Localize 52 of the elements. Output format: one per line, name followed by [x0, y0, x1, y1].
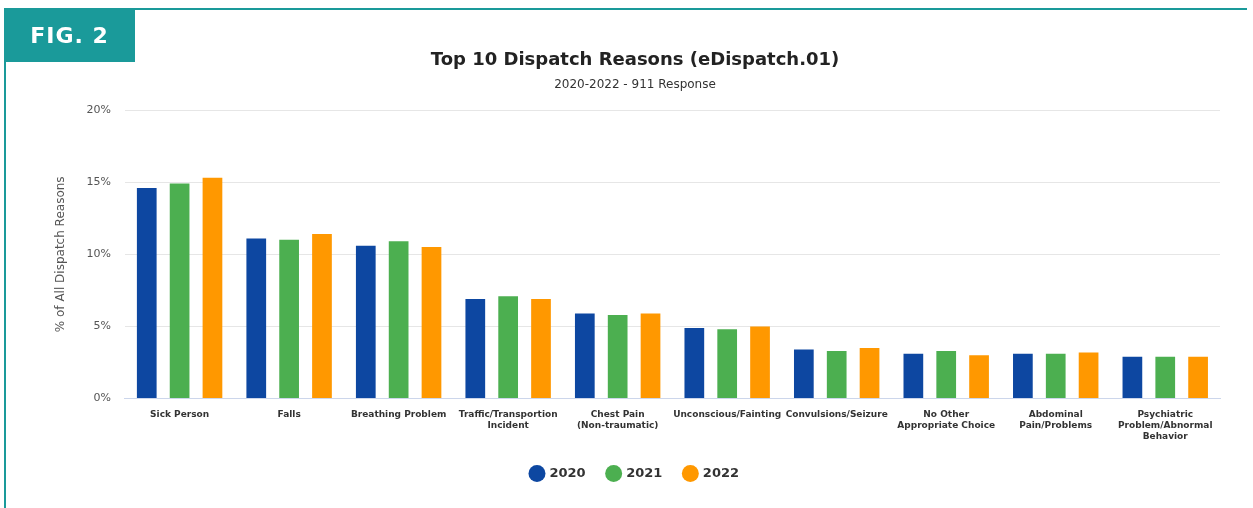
bar [859, 348, 880, 399]
y-tick-label: 20% [86, 102, 111, 116]
bar [1155, 356, 1176, 399]
bar [574, 313, 595, 399]
bar [246, 238, 267, 399]
bar [717, 329, 738, 399]
bar [826, 350, 847, 399]
bar [465, 299, 486, 399]
bar [169, 183, 190, 399]
x-tick-label: Psychiatric Problem/Abnormal Behavior [1117, 409, 1213, 441]
x-tick-label: Unconscious/Fainting [673, 409, 782, 420]
x-tick-label: Convulsions/Seizure [785, 409, 888, 420]
legend-label: 2022 [702, 464, 740, 480]
y-tick-label: 5% [93, 319, 111, 333]
x-tick-label: Falls [277, 409, 301, 420]
y-axis-title: % of All Dispatch Reasons [53, 176, 68, 333]
bar [1078, 352, 1099, 399]
bar [640, 313, 661, 399]
bar [903, 353, 924, 399]
x-tick-label: Sick Person [150, 409, 210, 420]
bar [136, 187, 157, 399]
bar [1013, 353, 1033, 399]
x-tick-label: Chest Pain (Non-traumatic) [576, 409, 659, 431]
legend-label: 2021 [626, 464, 663, 480]
bar [531, 299, 551, 399]
chart-title: Top 10 Dispatch Reasons (eDispatch.01) [430, 48, 840, 70]
x-tick-label: Abdominal Pain/Problems [1019, 409, 1093, 431]
bar [421, 247, 442, 399]
bar [388, 241, 409, 399]
legend-label: 2020 [549, 464, 586, 480]
bar [498, 296, 519, 399]
bar [1188, 356, 1208, 399]
bar [1045, 353, 1066, 399]
x-tick-label: No Other Appropriate Choice [897, 409, 996, 431]
x-tick-label: Traffic/Transportion Incident [458, 409, 558, 431]
y-tick-label: 10% [86, 247, 111, 261]
bar [684, 327, 705, 399]
y-tick-label: 0% [93, 391, 111, 405]
bar [312, 234, 332, 399]
bar [750, 326, 770, 399]
x-tick-label: Breathing Problem [350, 409, 447, 420]
bar [607, 314, 628, 399]
y-tick-label: 15% [86, 175, 111, 189]
caption: FIG. 2 [4, 8, 135, 62]
bar [936, 350, 957, 399]
bar [1122, 356, 1143, 399]
bar [355, 245, 376, 399]
chart-subtitle: 2020-2022 - 911 Response [554, 76, 716, 91]
bar [279, 239, 299, 399]
bar [793, 349, 814, 399]
bar [969, 355, 989, 399]
bar [202, 177, 223, 399]
